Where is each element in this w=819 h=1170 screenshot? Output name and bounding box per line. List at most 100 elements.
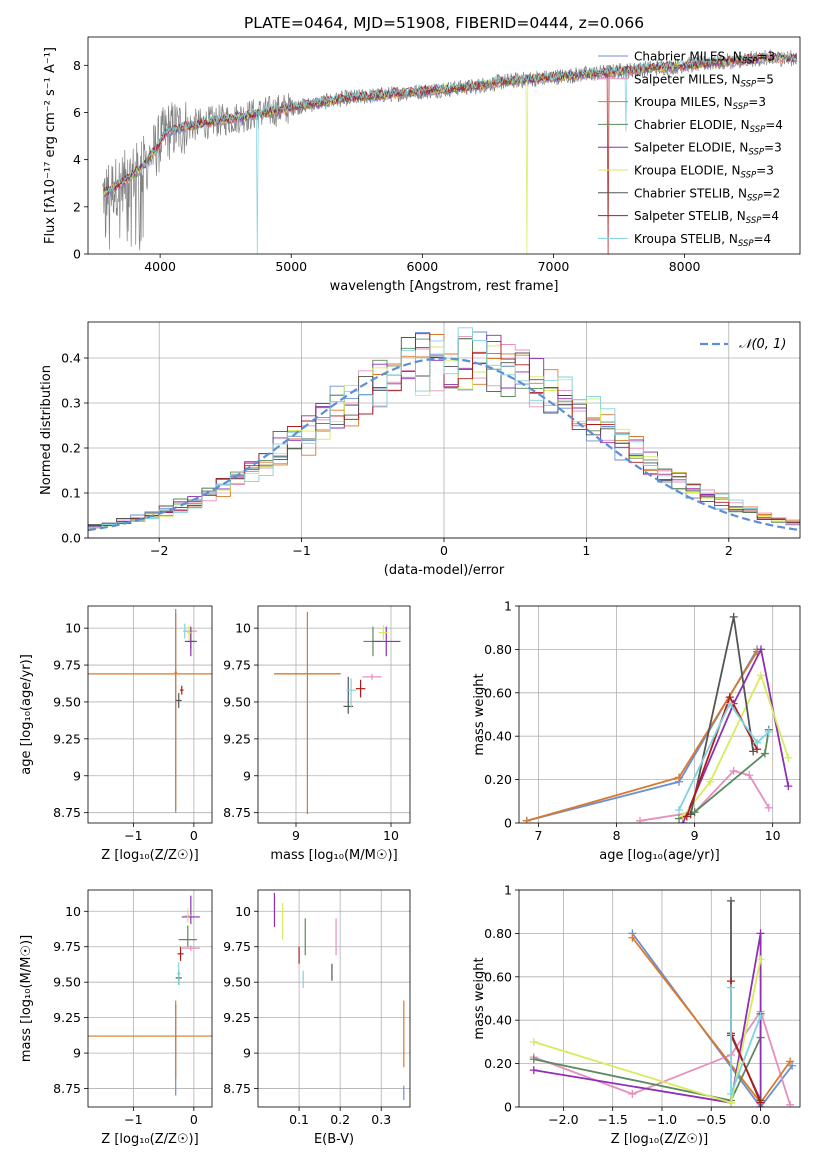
weight-point-salpeter-elodie — [784, 782, 793, 791]
legend-label-gaussian: 𝒩(0, 1) — [739, 337, 786, 352]
weight-point-salpeter-elodie — [529, 1066, 538, 1075]
y-tick-label: 10 — [65, 621, 81, 636]
x-tick-label: 5000 — [275, 259, 307, 274]
x-tick-label: −1 — [124, 828, 142, 843]
axes-frame — [87, 36, 801, 255]
x-axis-label: (data-model)/error — [384, 563, 505, 578]
axes-frame — [518, 605, 801, 824]
weight-line-kroupa-elodie — [533, 959, 762, 1104]
y-tick-label: 8.75 — [223, 1081, 251, 1096]
legend-label-kroupa-stelib: Kroupa STELIB, NSSP=4 — [634, 232, 771, 249]
weight-point-kroupa-stelib — [675, 805, 684, 814]
x-tick-label: 8000 — [669, 259, 701, 274]
weight-point-chabrier-elodie — [760, 749, 769, 758]
plot-area — [88, 895, 212, 1096]
y-tick-label: 0.80 — [484, 926, 512, 941]
x-tick-label: 7000 — [538, 259, 570, 274]
y-axis-label: Flux [fλ10⁻¹⁷ erg cm⁻² s⁻¹ A⁻¹] — [43, 47, 58, 244]
weight-point-kroupa-elodie — [726, 1098, 735, 1107]
y-tick-label: 2 — [73, 199, 81, 214]
axes-frame — [87, 889, 213, 1108]
x-tick-label: 10 — [765, 828, 781, 843]
legend-label-kroupa-elodie: Kroupa ELODIE, NSSP=3 — [634, 164, 774, 181]
y-tick-label: 0.60 — [484, 685, 512, 700]
y-tick-label: 0.40 — [484, 729, 512, 744]
weight-point-salpeter-stelib — [682, 812, 691, 821]
y-tick-label: 9.25 — [53, 731, 81, 746]
x-tick-label: −1 — [292, 543, 310, 558]
x-tick-label: −2.0 — [548, 1112, 578, 1127]
y-tick-label: 10 — [235, 621, 251, 636]
axes-frame — [87, 605, 213, 824]
weight-point-kroupa-stelib — [753, 738, 762, 747]
x-tick-label: 9 — [292, 828, 300, 843]
x-tick-label: 9 — [691, 828, 699, 843]
weight-point-salpeter-miles — [745, 771, 754, 780]
weight-point-kroupa-elodie — [756, 671, 765, 680]
y-tick-label: 9.25 — [223, 731, 251, 746]
y-tick-label: 0.80 — [484, 642, 512, 657]
x-axis-label: mass [log₁₀(M/M☉)] — [270, 848, 397, 863]
y-tick-label: 10 — [65, 904, 81, 919]
y-tick-label: 0 — [73, 247, 81, 262]
y-axis-label: Normed distribution — [39, 365, 54, 495]
weight-point-kroupa-miles — [628, 933, 637, 942]
x-tick-label: 4000 — [144, 259, 176, 274]
weight-point-salpeter-elodie — [756, 929, 765, 938]
y-axis-label: mass [log₁₀(M/M☉)] — [19, 935, 34, 1062]
axes-age-vs-z: −1 0 8.75 9 9.25 9.50 9.75 10 Z [log₁₀(Z/Z☉)] age… — [19, 605, 213, 863]
weight-line-chabrier-miles — [526, 648, 758, 822]
weight-point-salpeter-miles — [786, 1100, 795, 1107]
x-axis-label: E(B-V) — [314, 1132, 354, 1147]
weight-point-kroupa-stelib — [764, 727, 773, 736]
y-tick-label: 9.50 — [53, 975, 81, 990]
weight-point-kroupa-stelib — [725, 699, 734, 708]
x-tick-label: 6000 — [406, 259, 438, 274]
x-tick-label: 0.3 — [371, 1112, 391, 1127]
weight-point-kroupa-miles — [786, 1057, 795, 1066]
y-tick-label: 9.75 — [53, 939, 81, 954]
plot-area — [274, 611, 401, 815]
x-tick-label: −0.5 — [696, 1112, 726, 1127]
y-tick-label: 0.40 — [484, 1013, 512, 1028]
gaussian-reference-line — [88, 357, 800, 532]
x-tick-label: 0 — [440, 543, 448, 558]
weight-point-kroupa-miles — [675, 773, 684, 782]
weight-line-salpeter-elodie — [533, 933, 762, 1107]
y-tick-label: 0.0 — [61, 531, 81, 546]
weight-point-kroupa-stelib — [726, 983, 735, 992]
weight-line-kroupa-elodie — [682, 672, 790, 818]
y-tick-label: 9.25 — [53, 1010, 81, 1025]
x-tick-label: 10 — [383, 828, 399, 843]
x-tick-label: 0.0 — [751, 1112, 771, 1127]
axes-frame — [257, 605, 411, 824]
plot-area — [522, 612, 793, 823]
y-tick-label: 9 — [73, 768, 81, 783]
weight-point-kroupa-elodie — [706, 777, 715, 786]
y-tick-label: 0.3 — [61, 396, 81, 411]
y-tick-label: 9.50 — [223, 975, 251, 990]
y-tick-label: 9 — [73, 1046, 81, 1061]
plot-area — [273, 892, 405, 1100]
x-tick-label: 0 — [190, 828, 198, 843]
y-axis-label: mass weight — [472, 673, 487, 755]
y-tick-label: 6 — [73, 105, 81, 120]
y-tick-label: 0.4 — [61, 351, 81, 366]
y-tick-label: 8.75 — [53, 805, 81, 820]
y-tick-label: 9.25 — [223, 1010, 251, 1025]
y-tick-label: 8.75 — [223, 805, 251, 820]
weight-point-kroupa-stelib — [726, 1089, 735, 1098]
x-axis-label: age [log₁₀(age/yr)] — [599, 848, 720, 863]
y-tick-label: 0.60 — [484, 969, 512, 984]
x-tick-label: 0 — [190, 1112, 198, 1127]
x-tick-label: −1 — [124, 1112, 142, 1127]
legend-label-salpeter-stelib: Salpeter STELIB, NSSP=4 — [634, 209, 779, 226]
weight-point-kroupa-elodie — [756, 955, 765, 964]
x-axis-label: Z [log₁₀(Z/Z☉)] — [101, 848, 198, 863]
weight-point-kroupa-elodie — [529, 1037, 538, 1046]
histogram-kroupa-stelib — [88, 327, 800, 538]
y-tick-label: 9.50 — [223, 694, 251, 709]
weight-point-salpeter-elodie — [756, 645, 765, 654]
x-axis-label: Z [log₁₀(Z/Z☉)] — [611, 1132, 708, 1147]
